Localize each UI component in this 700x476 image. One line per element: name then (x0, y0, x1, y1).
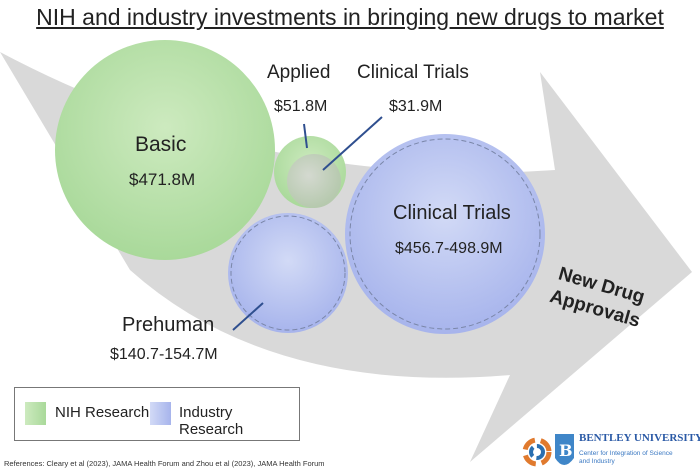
bentley-logo: B BENTLEY UNIVERSITY Center for Integrat… (522, 428, 700, 474)
applied-value: $51.8M (274, 98, 328, 115)
page-title: NIH and industry investments in bringing… (36, 4, 664, 30)
bubble-clinical-nih (287, 154, 341, 208)
clinical-nih-value: $31.9M (389, 98, 443, 115)
bubble-basic (55, 40, 275, 260)
legend-label-industry: Industry Research (179, 404, 244, 438)
clinical-nih-label: Clinical Trials (357, 62, 469, 83)
svg-text:B: B (559, 441, 573, 460)
legend-swatch-nih (25, 402, 46, 425)
legend: NIH Research Industry Research (14, 387, 300, 441)
clinical-industry-label: Clinical Trials (393, 202, 511, 224)
bubble-clinical-industry-range (349, 138, 541, 330)
bubble-prehuman (228, 213, 348, 333)
logo-name: BENTLEY UNIVERSITY (579, 432, 700, 444)
logo-sub1: Center for Integration of Science (579, 450, 673, 457)
leader-applied (303, 123, 308, 149)
legend-label-nih: NIH Research (55, 404, 150, 421)
leader-clinical-nih (322, 116, 383, 171)
basic-value: $471.8M (129, 170, 196, 189)
references: References: Cleary et al (2023), JAMA He… (4, 459, 325, 468)
prehuman-value: $140.7-154.7M (110, 346, 218, 363)
logo-sub2: and Industry (579, 458, 615, 465)
applied-label: Applied (267, 62, 331, 83)
bubble-clinical-industry (345, 134, 545, 334)
clinical-industry-value: $456.7-498.9M (395, 240, 503, 257)
prehuman-label: Prehuman (122, 314, 215, 336)
logo-graphic: B (522, 434, 574, 467)
bubble-prehuman-range (230, 215, 346, 331)
legend-swatch-industry (150, 402, 171, 425)
leader-prehuman (232, 302, 264, 331)
basic-label: Basic (135, 133, 187, 156)
